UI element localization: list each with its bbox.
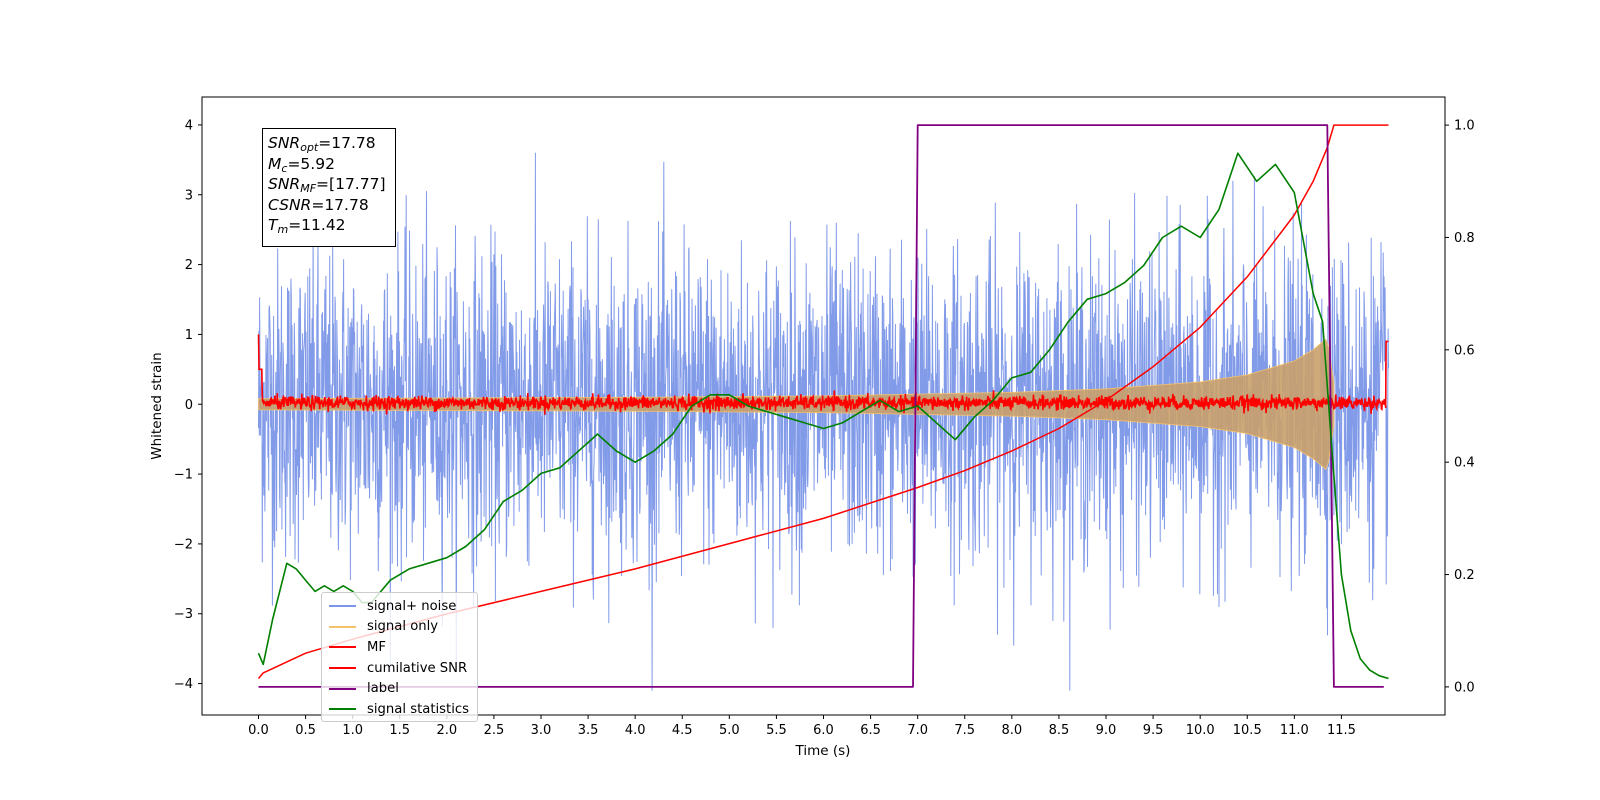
legend-swatch bbox=[329, 667, 356, 670]
legend-label: cumilative SNR bbox=[367, 660, 468, 676]
x-tick-label: 8.5 bbox=[1049, 723, 1070, 738]
y-right-tick-label: 0.4 bbox=[1454, 456, 1475, 471]
annotation-line: Tm=11.42 bbox=[268, 216, 346, 236]
x-tick-label: 0.0 bbox=[248, 723, 269, 738]
x-tick-label: 9.0 bbox=[1096, 723, 1117, 738]
y-left-tick-label: −4 bbox=[174, 677, 193, 692]
x-axis: 0.0 0.5 1.0 1.5 2.0 2.5 3.0 3.5 4.0 4.5 5.0 5.5 6.0 6… bbox=[248, 715, 1356, 738]
x-tick-label: 10.5 bbox=[1233, 723, 1262, 738]
x-tick-label: 5.5 bbox=[766, 723, 787, 738]
legend-item: signal only bbox=[329, 617, 477, 638]
x-tick-label: 6.5 bbox=[860, 723, 881, 738]
x-tick-label: 11.0 bbox=[1280, 723, 1309, 738]
legend-item: label bbox=[329, 678, 477, 699]
legend-swatch bbox=[329, 708, 356, 711]
snr-annotation-box: SNRopt=17.78 Mc=5.92 SNRMF=[17.77] CSNR=17.… bbox=[262, 128, 396, 247]
x-tick-label: 3.0 bbox=[531, 723, 552, 738]
y-left-tick-label: 0 bbox=[185, 398, 193, 413]
legend-item: signal statistics bbox=[329, 699, 477, 720]
y-left-tick-label: −3 bbox=[174, 607, 193, 622]
x-tick-label: 1.5 bbox=[389, 723, 410, 738]
legend-item: cumilative SNR bbox=[329, 658, 477, 679]
x-tick-label: 4.5 bbox=[672, 723, 693, 738]
x-axis-label: Time (s) bbox=[795, 743, 851, 759]
y-axis-right: 0.0 0.2 0.4 0.6 0.8 1.0 bbox=[1445, 119, 1475, 695]
y-left-tick-label: 3 bbox=[185, 188, 193, 203]
series-mf-line bbox=[257, 334, 1389, 415]
x-tick-label: 8.0 bbox=[1001, 723, 1022, 738]
legend-swatch bbox=[329, 646, 356, 649]
x-tick-label: 7.5 bbox=[954, 723, 975, 738]
x-tick-label: 1.0 bbox=[342, 723, 363, 738]
legend-label: signal only bbox=[367, 619, 439, 635]
legend-swatch bbox=[329, 687, 356, 690]
annotation-line: CSNR=17.78 bbox=[268, 195, 369, 214]
annotation-line: Mc=5.92 bbox=[268, 154, 335, 175]
legend-label: signal statistics bbox=[367, 701, 469, 717]
y-right-tick-label: 0.8 bbox=[1454, 231, 1475, 246]
x-tick-label: 11.5 bbox=[1327, 723, 1356, 738]
y-right-tick-label: 0.0 bbox=[1454, 680, 1475, 695]
x-tick-label: 0.5 bbox=[295, 723, 316, 738]
annotation-line: SNRMF=[17.77] bbox=[268, 175, 386, 195]
x-tick-label: 6.0 bbox=[813, 723, 834, 738]
y-right-tick-label: 0.6 bbox=[1454, 343, 1475, 358]
y-left-tick-label: −2 bbox=[174, 537, 193, 552]
x-tick-label: 3.5 bbox=[578, 723, 599, 738]
y-left-tick-label: 4 bbox=[185, 118, 193, 133]
legend: signal+ noise signal only MF cumilative SNR… bbox=[321, 592, 478, 722]
legend-swatch bbox=[329, 625, 356, 628]
y-axis-label: Whitened strain bbox=[149, 352, 165, 459]
y-axis-left: −4 −3 −2 −1 0 1 2 3 4 bbox=[174, 118, 202, 692]
series-label-line bbox=[258, 124, 1384, 688]
x-tick-label: 10.0 bbox=[1186, 723, 1215, 738]
x-tick-label: 2.5 bbox=[484, 723, 505, 738]
legend-swatch bbox=[329, 605, 356, 608]
y-left-tick-label: −1 bbox=[174, 468, 193, 483]
y-right-tick-label: 1.0 bbox=[1454, 119, 1475, 134]
legend-item: MF bbox=[329, 637, 477, 658]
y-left-tick-label: 2 bbox=[185, 258, 193, 273]
annotation-line: SNRopt=17.78 bbox=[268, 134, 376, 154]
x-tick-label: 2.0 bbox=[436, 723, 457, 738]
y-left-tick-label: 1 bbox=[185, 328, 193, 343]
x-tick-label: 9.5 bbox=[1143, 723, 1164, 738]
x-tick-label: 7.0 bbox=[907, 723, 928, 738]
legend-label: signal+ noise bbox=[367, 598, 457, 614]
x-tick-label: 5.0 bbox=[719, 723, 740, 738]
x-tick-label: 4.0 bbox=[625, 723, 646, 738]
legend-label: label bbox=[367, 681, 399, 697]
y-right-tick-label: 0.2 bbox=[1454, 568, 1475, 583]
legend-label: MF bbox=[367, 639, 386, 655]
legend-item: signal+ noise bbox=[329, 596, 477, 617]
